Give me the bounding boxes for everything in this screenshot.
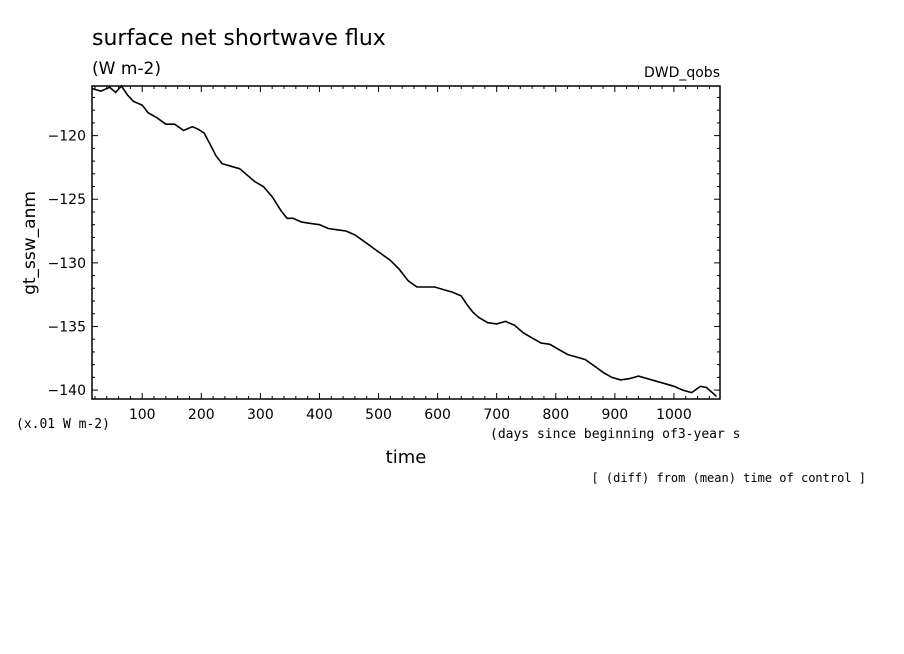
dataset-label: DWD_qobs: [644, 65, 720, 81]
x-tick-label: 400: [306, 407, 333, 423]
x-tick-label: 300: [247, 407, 274, 423]
plot-frame: [91, 85, 721, 400]
x-tick-label: 1000: [656, 407, 692, 423]
footnote: [ (diff) from (mean) time of control ]: [591, 471, 866, 485]
x-tick-label: 800: [542, 407, 569, 423]
chart-units: (W m-2): [92, 59, 161, 79]
x-tick-label: 700: [483, 407, 510, 423]
series-line: [91, 84, 718, 398]
y-scale-note: (x.01 W m-2): [16, 417, 110, 432]
x-tick-label: 900: [601, 407, 628, 423]
x-tick-label: 200: [188, 407, 215, 423]
x-units-note: (days since beginning of3-year s: [490, 427, 740, 442]
x-tick-label: 600: [424, 407, 451, 423]
y-axis-label: gt_ssw_anm: [20, 191, 40, 295]
y-tick-label: −125: [48, 192, 86, 208]
y-tick-label: −135: [48, 319, 86, 335]
y-tick-label: −120: [48, 129, 86, 145]
y-tick-label: −140: [48, 383, 86, 399]
x-tick-label: 500: [365, 407, 392, 423]
chart-title: surface net shortwave flux: [92, 26, 386, 51]
x-axis-label: time: [386, 447, 427, 468]
x-tick-label: 100: [129, 407, 156, 423]
y-tick-label: −130: [48, 256, 86, 272]
